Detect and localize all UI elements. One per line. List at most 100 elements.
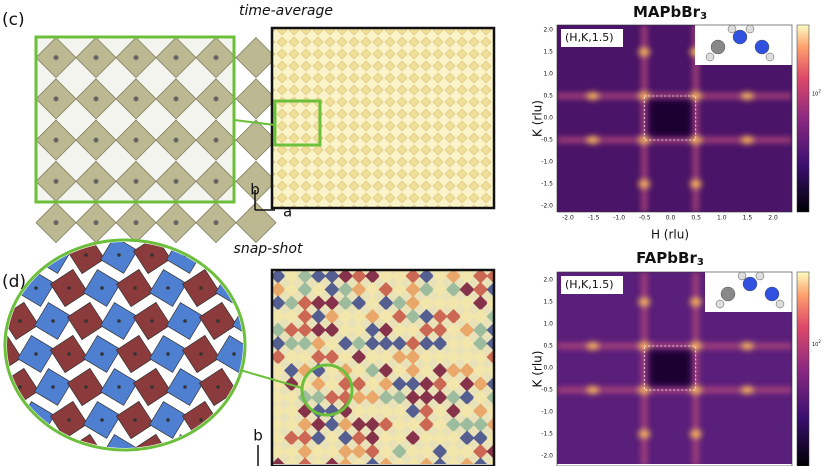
snap-cell xyxy=(432,363,448,378)
y-tick-label: 1.5 xyxy=(543,299,553,306)
snap-cell xyxy=(473,417,488,432)
snap-cell xyxy=(446,322,461,338)
snap-cell xyxy=(324,309,340,324)
atom xyxy=(133,96,139,102)
snap-cell xyxy=(284,363,299,378)
snap-cell xyxy=(459,309,475,324)
snap-cell xyxy=(486,309,494,324)
snap-cell xyxy=(446,295,461,311)
snap-cell xyxy=(351,270,367,284)
snap-cell xyxy=(311,322,326,338)
snap-cell xyxy=(446,403,461,419)
snap-cell xyxy=(473,322,488,338)
atom xyxy=(1,418,5,422)
snap-cell xyxy=(272,363,286,378)
snap-cell xyxy=(272,309,286,324)
snap-cell xyxy=(338,349,353,365)
snap-cell xyxy=(351,390,367,405)
octahedron xyxy=(7,400,23,440)
snap-cell xyxy=(365,390,380,405)
snap-cell xyxy=(432,403,448,419)
atom xyxy=(51,451,55,455)
snap-cell xyxy=(446,309,461,324)
snap-cell xyxy=(486,403,494,419)
octahedron xyxy=(235,37,277,79)
zoom-circle xyxy=(300,363,354,417)
colorbar-label: 102 xyxy=(812,89,821,98)
heatmap xyxy=(557,272,792,464)
y-tick-label: 2.0 xyxy=(543,27,553,34)
snap-cell xyxy=(459,270,475,284)
molecule-atom xyxy=(765,52,775,62)
snap-cell xyxy=(311,349,326,365)
snap-cell xyxy=(378,363,394,378)
snap-cell xyxy=(324,430,340,446)
snap-cell xyxy=(419,349,434,365)
snap-cell xyxy=(272,270,286,284)
snap-cell xyxy=(446,363,461,378)
snap-cell xyxy=(285,457,298,464)
octahedron xyxy=(235,119,277,161)
atom xyxy=(93,55,99,61)
snap-cell xyxy=(474,457,487,464)
compound: MAPbBr xyxy=(633,3,701,21)
snap-cell xyxy=(324,376,340,392)
snap-cell xyxy=(419,417,434,432)
snap-cell xyxy=(338,403,353,419)
atom xyxy=(34,418,38,422)
snap-cell xyxy=(432,376,448,392)
snap-cell xyxy=(432,270,448,284)
snap-cell xyxy=(405,270,421,284)
atom xyxy=(232,286,236,290)
snap-cell xyxy=(378,336,394,351)
snap-cell xyxy=(366,457,379,464)
snap-cell xyxy=(324,417,340,432)
snap-cell xyxy=(432,322,448,338)
atom xyxy=(34,286,38,290)
snap-cell xyxy=(272,322,286,338)
heatmap-frame xyxy=(556,24,793,213)
snap-cell xyxy=(486,363,494,378)
snap-cell xyxy=(311,295,326,311)
peak xyxy=(741,136,754,144)
y-axis-label: K (rlu) xyxy=(531,351,545,388)
molecule-atom xyxy=(705,52,715,62)
atom xyxy=(51,319,55,323)
peak xyxy=(689,180,702,188)
atom xyxy=(18,319,22,323)
snap-cell xyxy=(365,322,380,338)
snap-cell xyxy=(378,390,394,405)
y-tick-label: 2.0 xyxy=(543,277,553,284)
atom xyxy=(53,137,59,143)
atom xyxy=(100,286,104,290)
snap-cell xyxy=(473,349,488,365)
y-tick-label: -1.5 xyxy=(541,181,553,188)
snap-cell xyxy=(405,349,421,365)
snap-cell xyxy=(365,417,380,432)
snap-cell xyxy=(284,322,299,338)
snap-cell xyxy=(338,417,353,432)
snap-cell xyxy=(419,309,434,324)
snap-cell xyxy=(405,322,421,338)
snap-shot-map xyxy=(272,270,494,464)
atom xyxy=(100,418,104,422)
snap-cell xyxy=(446,270,461,284)
atom xyxy=(51,385,55,389)
atom xyxy=(216,253,220,257)
atom xyxy=(199,286,203,290)
snap-cell xyxy=(351,282,367,297)
molecule-atom xyxy=(715,299,725,309)
snap-cell xyxy=(311,417,326,432)
snap-cell xyxy=(392,390,407,405)
snap-cell xyxy=(272,457,285,464)
snap-frame xyxy=(270,268,496,466)
y-tick-label: 1.5 xyxy=(543,49,553,56)
snap-cell xyxy=(324,322,340,338)
atom xyxy=(183,451,187,455)
molecule-atom xyxy=(732,29,748,45)
atom xyxy=(18,385,22,389)
atom xyxy=(173,137,179,143)
colorbar-exp: 2 xyxy=(818,89,821,94)
snap-cell xyxy=(392,270,407,284)
snap-cell xyxy=(365,403,380,419)
